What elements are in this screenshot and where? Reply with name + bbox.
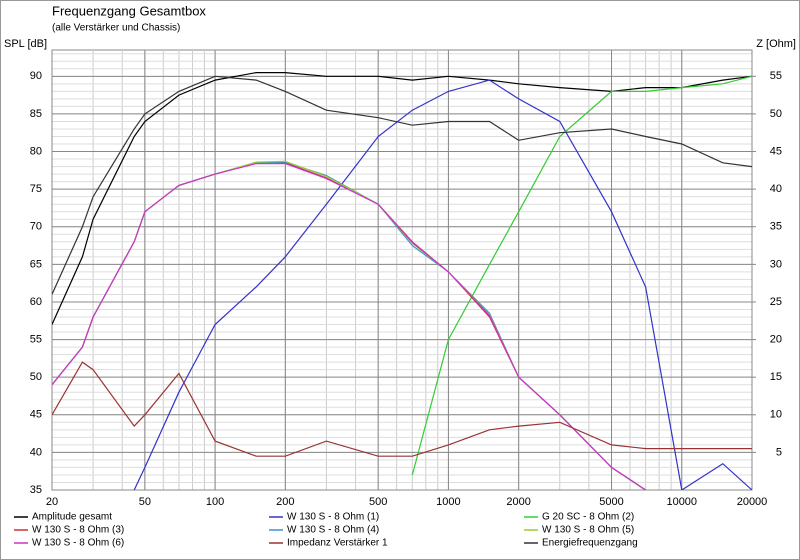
x-tick-label: 50	[139, 496, 151, 508]
x-tick-label: 5000	[599, 496, 623, 508]
y-tick-label: 90	[30, 70, 42, 82]
y-tick-label: 85	[30, 108, 42, 120]
y-tick-label: 45	[30, 409, 42, 421]
x-tick-label: 100	[206, 496, 224, 508]
y2-tick-label: 30	[770, 258, 782, 270]
x-tick-label: 2000	[506, 496, 530, 508]
y-tick-label: 75	[30, 183, 42, 195]
series-line	[411, 75, 752, 476]
plot-lines	[52, 72, 752, 490]
x-tick-label: 1000	[436, 496, 460, 508]
y2-tick-label: 45	[770, 145, 782, 157]
x-tick-label: 20	[46, 496, 58, 508]
y-tick-label: 65	[30, 258, 42, 270]
y2-tick-label: 40	[770, 183, 782, 195]
series-line	[52, 75, 752, 295]
y2-tick-label: 20	[770, 333, 782, 345]
y-axis-label: SPL [dB]	[4, 38, 47, 50]
legend-label: Amplitude gesamt	[32, 512, 112, 523]
x-tick-label: 500	[369, 496, 387, 508]
x-tick-label: 200	[276, 496, 294, 508]
x-tick-label: 20000	[737, 496, 768, 508]
y2-tick-label: 35	[770, 221, 782, 233]
series-line	[133, 79, 752, 490]
legend-label: W 130 S - 8 Ohm (5)	[542, 525, 634, 536]
legend-label: W 130 S - 8 Ohm (1)	[287, 512, 379, 523]
series-line	[52, 163, 646, 490]
chart-subtitle: (alle Verstärker und Chassis)	[52, 23, 180, 34]
y-tick-label: 80	[30, 145, 42, 157]
legend-label: G 20 SC - 8 Ohm (2)	[542, 512, 634, 523]
y-tick-label: 55	[30, 333, 42, 345]
plot-area	[51, 49, 753, 491]
chart-title: Frequenzgang Gesamtbox	[52, 3, 206, 18]
y-tick-label: 35	[30, 484, 42, 496]
legend-label: W 130 S - 8 Ohm (6)	[32, 538, 124, 549]
y2-tick-label: 25	[770, 296, 782, 308]
y2-tick-label: 50	[770, 108, 782, 120]
y2-tick-label: 15	[770, 371, 782, 383]
y-tick-label: 70	[30, 221, 42, 233]
legend-label: W 130 S - 8 Ohm (4)	[287, 525, 379, 536]
y-tick-label: 60	[30, 296, 42, 308]
legend-label: Impedanz Verstärker 1	[287, 538, 388, 549]
series-line	[52, 361, 752, 457]
legend-label: Energiefrequenzgang	[542, 538, 638, 549]
y2-axis-label: Z [Ohm]	[756, 38, 796, 50]
legend-label: W 130 S - 8 Ohm (3)	[32, 525, 124, 536]
y2-tick-label: 10	[770, 409, 782, 421]
x-tick-label: 10000	[666, 496, 697, 508]
y2-tick-label: 55	[770, 70, 782, 82]
y-tick-label: 50	[30, 371, 42, 383]
y-tick-label: 40	[30, 446, 42, 458]
series-line	[52, 72, 752, 325]
y2-tick-label: 5	[776, 446, 782, 458]
